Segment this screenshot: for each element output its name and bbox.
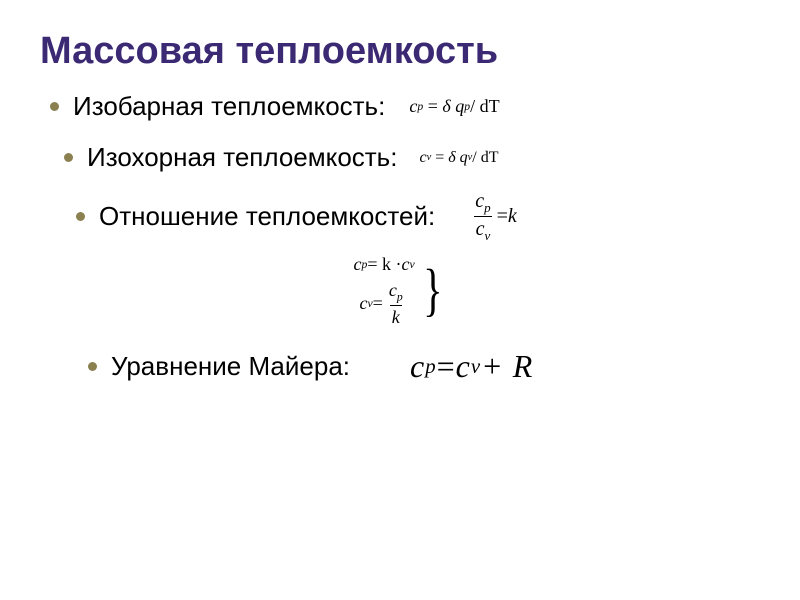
formula-mayer: cp = cv + R xyxy=(410,348,533,385)
bullet-label-ratio: Отношение теплоемкостей: xyxy=(99,201,435,232)
bullet-row-isochoric: Изохорная теплоемкость: cv = δ qv / dT xyxy=(40,142,760,173)
formula-derived-2: cv = cp k xyxy=(359,281,408,326)
bullet-row-mayer: Уравнение Майера: cp = cv + R xyxy=(40,348,760,385)
bullet-icon xyxy=(64,153,73,162)
bullet-icon xyxy=(88,362,97,371)
derived-equations: cp = k · cv cv = cp k xyxy=(353,254,418,326)
formula-derived-1: cp = k · cv xyxy=(353,254,414,275)
bullet-label-isochoric: Изохорная теплоемкость: xyxy=(87,142,397,173)
derived-equations-block: cp = k · cv cv = cp k } xyxy=(40,254,760,326)
bullet-label-mayer: Уравнение Майера: xyxy=(111,351,350,382)
formula-ratio: cp cv = k xyxy=(469,191,517,242)
formula-isochoric: cv = δ qv / dT xyxy=(419,149,498,167)
bullet-row-ratio: Отношение теплоемкостей: cp cv = k xyxy=(40,191,760,242)
slide-title: Массовая теплоемкость xyxy=(40,30,760,73)
slide: Массовая теплоемкость Изобарная теплоемк… xyxy=(0,0,800,600)
bullet-label-isobaric: Изобарная теплоемкость: xyxy=(73,91,385,122)
right-brace-icon: } xyxy=(423,261,442,319)
formula-isobaric: cp = δ qp / dT xyxy=(409,96,499,117)
bullet-icon xyxy=(76,212,85,221)
bullet-row-isobaric: Изобарная теплоемкость: cp = δ qp / dT xyxy=(40,91,760,122)
bullet-icon xyxy=(50,102,59,111)
